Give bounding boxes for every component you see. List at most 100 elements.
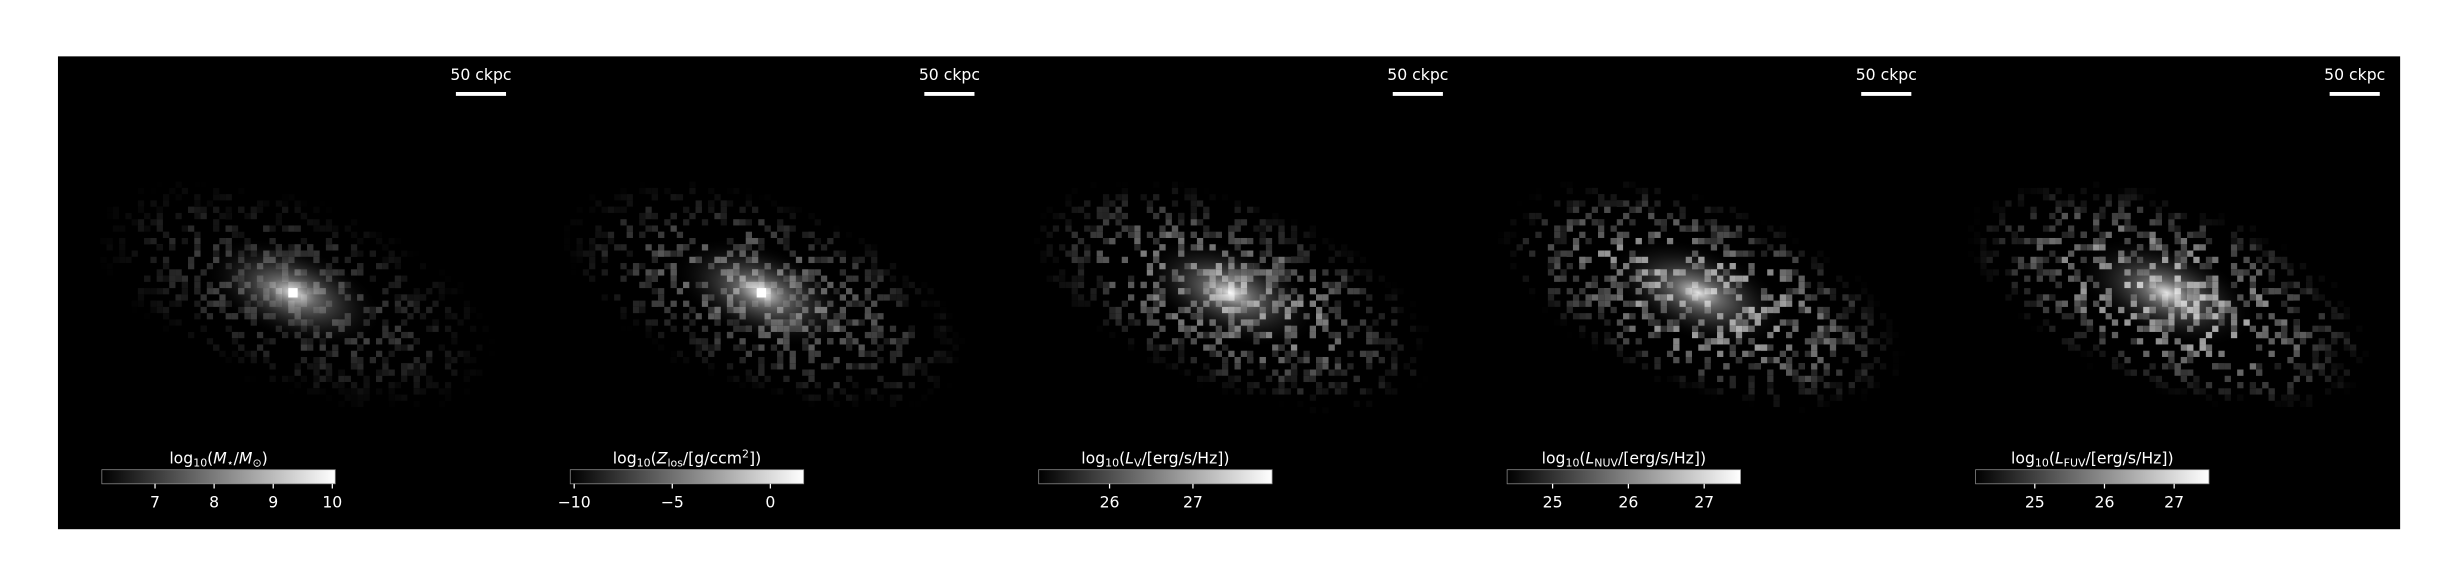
image-pixel — [332, 256, 339, 264]
image-pixel — [313, 363, 320, 370]
image-pixel — [2124, 225, 2131, 232]
image-pixel — [1128, 319, 1135, 326]
image-pixel — [1698, 237, 1705, 245]
image-pixel — [162, 306, 170, 314]
image-pixel — [1178, 319, 1185, 326]
image-pixel — [1140, 300, 1147, 307]
image-pixel — [1579, 325, 1586, 332]
image-pixel — [2017, 225, 2025, 232]
image-pixel — [338, 388, 345, 395]
image-pixel — [896, 300, 903, 307]
image-pixel — [263, 225, 270, 232]
image-pixel — [2168, 212, 2175, 220]
image-pixel — [1128, 281, 1135, 289]
image-pixel — [1648, 206, 1655, 213]
image-pixel — [1140, 250, 1147, 257]
image-pixel — [1604, 275, 1611, 282]
image-pixel — [1604, 200, 1611, 207]
image-pixel — [1842, 356, 1849, 364]
image-pixel — [871, 256, 878, 264]
image-pixel — [1510, 250, 1517, 257]
image-pixel — [294, 382, 301, 389]
image-pixel — [1735, 225, 1743, 232]
colorbar-label: log10(Zlos/[g/ccm2]) — [613, 447, 761, 469]
image-pixel — [169, 281, 176, 289]
image-pixel — [1754, 344, 1761, 351]
image-pixel — [401, 407, 408, 414]
image-pixel — [1967, 250, 1974, 257]
image-pixel — [839, 281, 846, 289]
image-pixel — [871, 250, 878, 257]
image-pixel — [2293, 281, 2300, 289]
image-pixel — [946, 356, 953, 364]
image-pixel — [908, 382, 915, 389]
image-pixel — [789, 206, 796, 213]
image-pixel — [2331, 281, 2338, 289]
scale-bar-label: 50 ckpc — [1387, 65, 1448, 84]
image-pixel — [1309, 375, 1316, 383]
image-pixel — [2274, 400, 2282, 408]
image-pixel — [2331, 306, 2338, 314]
image-pixel — [1215, 338, 1222, 345]
image-pixel — [294, 369, 301, 376]
image-pixel — [1115, 319, 1122, 326]
image-pixel — [2237, 237, 2244, 245]
image-pixel — [2193, 231, 2200, 238]
image-pixel — [632, 300, 640, 307]
image-pixel — [357, 363, 364, 370]
image-pixel — [714, 331, 721, 339]
image-pixel — [1334, 313, 1342, 320]
image-pixel — [1422, 325, 1429, 332]
image-pixel — [1341, 244, 1348, 251]
image-pixel — [833, 250, 840, 257]
image-pixel — [764, 194, 771, 201]
image-pixel — [1654, 375, 1661, 383]
image-pixel — [1190, 194, 1197, 201]
image-pixel — [382, 356, 389, 364]
image-pixel — [1203, 344, 1210, 351]
image-pixel — [2199, 388, 2206, 395]
image-pixel — [1071, 244, 1078, 251]
image-pixel — [1535, 187, 1542, 195]
image-pixel — [1623, 313, 1630, 320]
image-pixel — [1165, 363, 1172, 370]
image-pixel — [683, 300, 690, 307]
image-pixel — [745, 375, 752, 383]
image-pixel — [1823, 325, 1830, 332]
image-pixel — [2256, 388, 2263, 395]
image-pixel — [733, 219, 740, 226]
image-pixel — [2049, 294, 2056, 301]
image-pixel — [1391, 338, 1398, 345]
image-pixel — [626, 225, 633, 232]
image-pixel — [1297, 244, 1304, 251]
image-pixel — [670, 194, 677, 201]
image-pixel — [426, 356, 433, 364]
image-pixel — [1522, 212, 1530, 220]
image-pixel — [946, 350, 953, 357]
image-pixel — [169, 275, 176, 282]
image-pixel — [626, 194, 633, 201]
image-pixel — [864, 244, 872, 251]
image-pixel — [1309, 394, 1316, 401]
image-pixel — [940, 350, 947, 357]
image-pixel — [231, 313, 239, 320]
image-pixel — [388, 256, 395, 264]
image-pixel — [256, 331, 264, 339]
image-pixel — [150, 187, 157, 195]
image-pixel — [2099, 206, 2106, 213]
image-pixel — [1278, 382, 1285, 389]
colorbar-label-part: 10 — [2035, 457, 2049, 470]
image-pixel — [382, 256, 389, 264]
image-pixel — [300, 356, 308, 364]
image-pixel — [658, 300, 665, 307]
image-pixel — [1811, 256, 1818, 264]
image-pixel — [1598, 300, 1605, 307]
image-pixel — [789, 356, 796, 364]
image-pixel — [1153, 319, 1160, 326]
image-pixel — [883, 382, 890, 389]
image-pixel — [1867, 306, 1874, 314]
image-pixel — [2074, 294, 2081, 301]
image-pixel — [701, 338, 709, 345]
image-pixel — [1290, 231, 1298, 238]
image-pixel — [1748, 382, 1755, 389]
